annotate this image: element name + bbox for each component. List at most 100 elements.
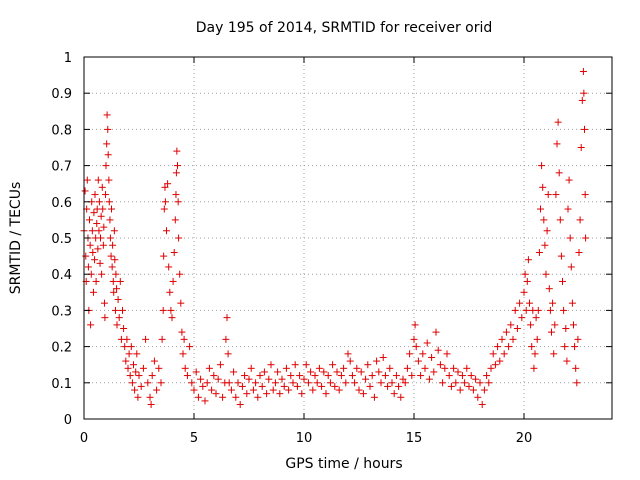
- data-point: [538, 162, 546, 170]
- data-point: [106, 216, 114, 224]
- data-point: [337, 372, 345, 380]
- data-point: [139, 364, 147, 372]
- data-point: [99, 241, 107, 249]
- y-tick-label: 0.7: [51, 160, 72, 175]
- data-point: [381, 372, 389, 380]
- data-point: [480, 386, 488, 394]
- data-point: [523, 277, 531, 285]
- data-point: [174, 162, 181, 170]
- data-point: [574, 335, 582, 343]
- data-point: [183, 372, 191, 380]
- data-point: [344, 350, 352, 358]
- data-point: [110, 227, 118, 235]
- data-point: [359, 390, 367, 398]
- data-point: [560, 306, 568, 314]
- data-point: [577, 144, 585, 151]
- data-point: [516, 299, 524, 307]
- data-point: [324, 372, 332, 380]
- data-point: [176, 270, 184, 278]
- data-point: [100, 299, 108, 307]
- data-point: [84, 263, 92, 271]
- data-point: [548, 328, 555, 336]
- data-point: [224, 350, 232, 358]
- data-point: [562, 325, 570, 332]
- x-tick-label: 10: [296, 431, 313, 446]
- data-point: [89, 288, 97, 296]
- data-point: [102, 162, 110, 170]
- data-point: [83, 176, 91, 184]
- data-point: [172, 191, 180, 199]
- data-point: [232, 393, 240, 401]
- data-point: [304, 379, 312, 387]
- data-point: [326, 379, 334, 387]
- y-tick-label: 1: [64, 51, 72, 66]
- data-point: [203, 379, 211, 387]
- data-point: [214, 375, 222, 383]
- data-point: [249, 386, 257, 394]
- data-point: [285, 386, 293, 394]
- data-point: [454, 368, 462, 376]
- data-point: [245, 375, 253, 383]
- data-point: [522, 306, 530, 314]
- data-point: [573, 379, 581, 387]
- data-point: [88, 227, 96, 235]
- data-point: [417, 372, 425, 380]
- data-point: [112, 270, 120, 278]
- data-point: [566, 234, 574, 242]
- data-point: [436, 361, 444, 369]
- data-point: [370, 393, 378, 401]
- data-point: [384, 382, 392, 390]
- data-point: [287, 372, 295, 380]
- data-point: [419, 350, 427, 358]
- data-point: [551, 321, 559, 329]
- data-point: [375, 368, 383, 376]
- data-point: [234, 379, 242, 387]
- data-point: [509, 335, 517, 343]
- data-point: [580, 89, 588, 97]
- data-point: [434, 346, 442, 354]
- y-tick-label: 0.2: [51, 341, 72, 356]
- data-point: [571, 343, 579, 351]
- y-tick-label: 0.6: [51, 196, 72, 211]
- y-tick-label: 0.8: [51, 123, 72, 138]
- data-point: [123, 335, 131, 343]
- data-point: [526, 299, 533, 307]
- data-point: [342, 379, 350, 387]
- data-point: [172, 169, 180, 177]
- data-point: [568, 299, 576, 307]
- data-point: [98, 183, 106, 191]
- data-point: [263, 390, 271, 398]
- data-point: [447, 382, 455, 390]
- data-point: [351, 379, 359, 387]
- data-point: [222, 335, 230, 343]
- data-point: [535, 248, 543, 256]
- data-point: [238, 382, 246, 390]
- data-point: [146, 393, 154, 401]
- data-point: [549, 299, 557, 307]
- data-point: [252, 379, 260, 387]
- x-tick-label: 5: [190, 431, 198, 446]
- data-point: [443, 350, 451, 358]
- data-point: [579, 67, 587, 75]
- data-point: [386, 364, 394, 372]
- data-point: [265, 375, 273, 383]
- data-point: [148, 372, 156, 380]
- data-point: [167, 306, 175, 314]
- data-point: [155, 364, 163, 372]
- data-point: [116, 277, 124, 285]
- data-point: [421, 364, 429, 372]
- chart-title: Day 195 of 2014, SRMTID for receiver ori…: [196, 20, 493, 36]
- data-point: [346, 357, 354, 365]
- data-point: [408, 372, 416, 380]
- data-point: [104, 151, 112, 159]
- data-point: [163, 227, 170, 235]
- data-point: [216, 361, 224, 369]
- data-point: [320, 368, 328, 376]
- data-point: [366, 382, 374, 390]
- data-point: [465, 382, 473, 390]
- data-point: [582, 234, 590, 242]
- data-point: [534, 306, 542, 314]
- data-point: [173, 147, 181, 155]
- data-point: [318, 382, 326, 390]
- data-point: [483, 372, 491, 380]
